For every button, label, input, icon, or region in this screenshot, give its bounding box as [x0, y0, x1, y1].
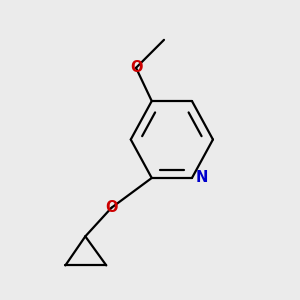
Text: N: N — [196, 170, 208, 185]
Text: O: O — [105, 200, 118, 215]
Text: O: O — [130, 60, 142, 75]
